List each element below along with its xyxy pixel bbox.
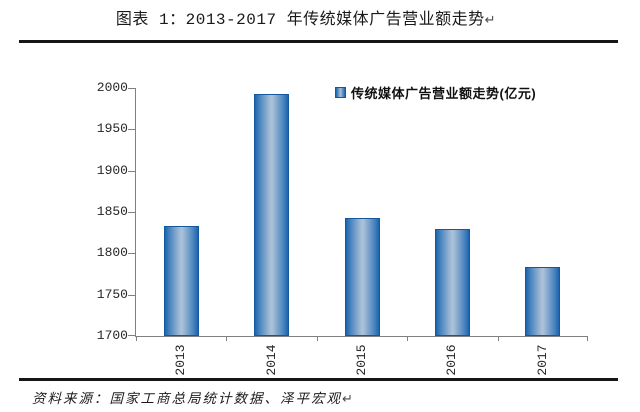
x-axis-tick-label: 2017: [535, 344, 550, 376]
bar-2014: [254, 94, 289, 336]
bottom-rule-divider: [19, 378, 618, 381]
y-axis-tick: [128, 212, 135, 213]
y-axis-tick-label: 1800: [96, 245, 128, 260]
paragraph-return-icon: ↵: [342, 392, 355, 407]
x-axis-tick: [317, 336, 318, 341]
x-axis-tick-label: 2015: [354, 344, 369, 376]
bar-2016: [435, 229, 470, 336]
y-axis-tick-label: 1850: [96, 204, 128, 219]
y-axis-tick: [128, 295, 135, 296]
source-note: 资料来源：国家工商总局统计数据、泽平宏观↵: [32, 387, 355, 407]
y-axis-tick-label: 1700: [96, 328, 128, 343]
x-axis-tick: [587, 336, 588, 341]
x-axis-tick: [407, 336, 408, 341]
legend-square-icon: [335, 87, 346, 98]
x-axis-tick: [136, 336, 137, 341]
y-axis-tick: [128, 335, 135, 336]
y-axis-tick: [128, 129, 135, 130]
x-axis-tick: [226, 336, 227, 341]
bar-2015: [345, 218, 380, 336]
x-axis-tick-label: 2016: [444, 344, 459, 376]
y-axis-tick: [128, 171, 135, 172]
paragraph-return-icon: ↵: [484, 13, 497, 28]
y-axis-tick-label: 1900: [96, 163, 128, 178]
x-axis-tick-label: 2014: [264, 344, 279, 376]
figure-title-text: 图表 1：2013-2017 年传统媒体广告营业额走势: [115, 11, 485, 29]
y-axis-tick-label: 1750: [96, 287, 128, 302]
figure-title: 图表 1：2013-2017 年传统媒体广告营业额走势↵: [0, 5, 640, 29]
bar-2013: [164, 226, 199, 336]
top-rule-divider: [19, 40, 618, 43]
x-axis-tick-label: 2013: [173, 344, 188, 376]
x-axis-tick: [498, 336, 499, 341]
y-axis-tick-label: 1950: [96, 121, 128, 136]
chart-legend: 传统媒体广告营业额走势(亿元): [335, 83, 536, 102]
y-axis-tick-label: 2000: [96, 80, 128, 95]
y-axis-tick: [128, 253, 135, 254]
legend-label: 传统媒体广告营业额走势(亿元): [351, 86, 537, 101]
bar-2017: [525, 267, 560, 336]
plot-area: 1700 1750 1800 1850 1900 1950 2000 2013 2014 2015…: [97, 81, 588, 376]
y-axis-tick: [128, 88, 135, 89]
source-note-text: 资料来源：国家工商总局统计数据、泽平宏观: [32, 391, 342, 406]
